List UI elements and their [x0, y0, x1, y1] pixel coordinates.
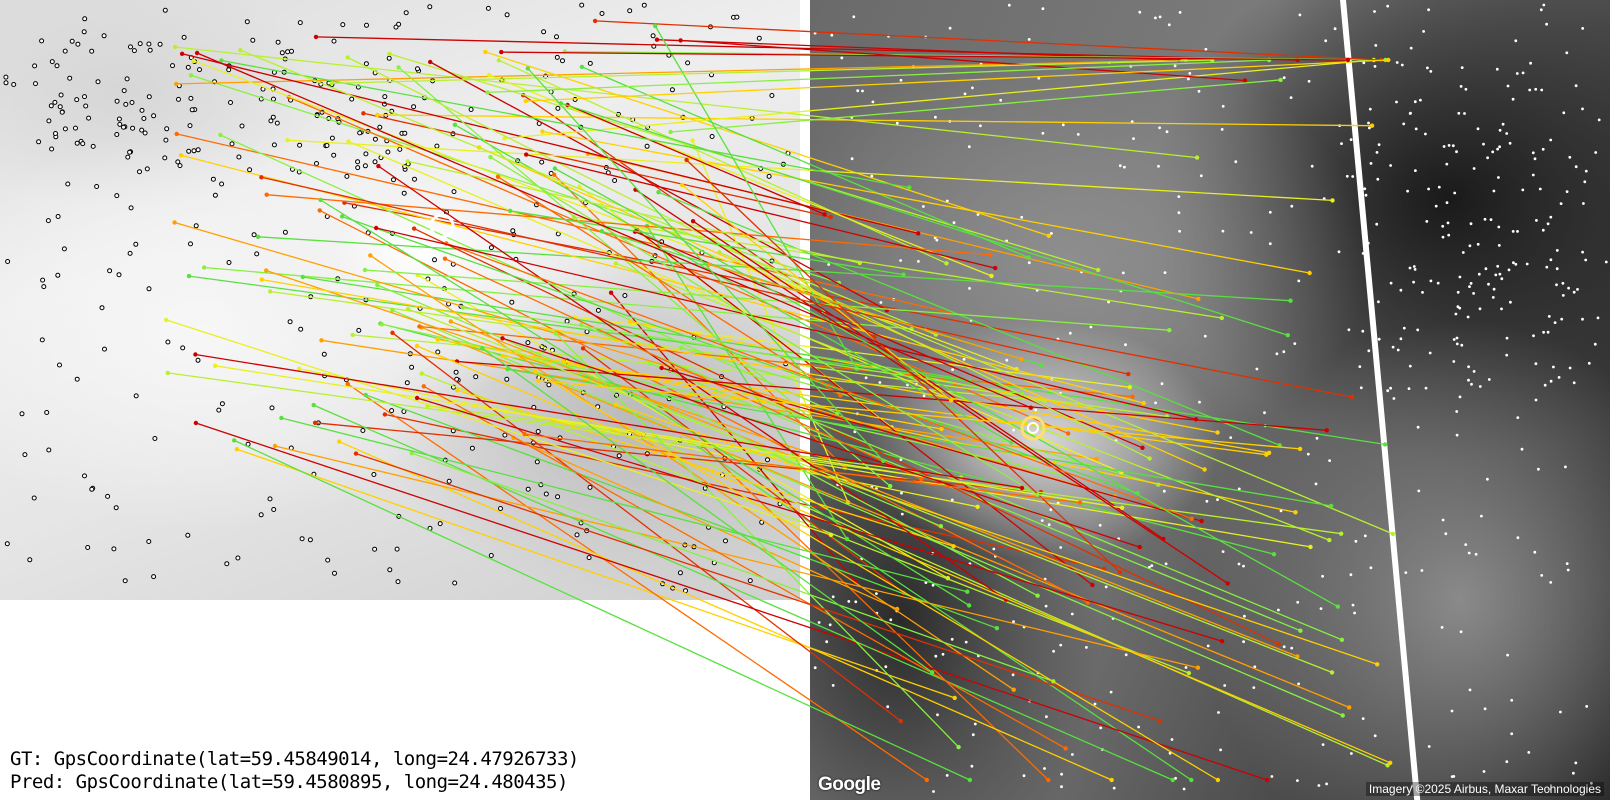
ground-truth-coordinate: GT: GpsCoordinate(lat=59.45849014, long=…: [10, 748, 579, 770]
google-logo: Google: [818, 774, 881, 795]
imagery-attribution: Imagery ©2025 Airbus, Maxar Technologies: [1365, 782, 1604, 796]
predicted-coordinate: Pred: GpsCoordinate(lat=59.4580895, long…: [10, 771, 568, 793]
reference-satellite-image: [810, 0, 1610, 800]
panel-separator: [800, 0, 810, 800]
query-image: [0, 0, 800, 600]
